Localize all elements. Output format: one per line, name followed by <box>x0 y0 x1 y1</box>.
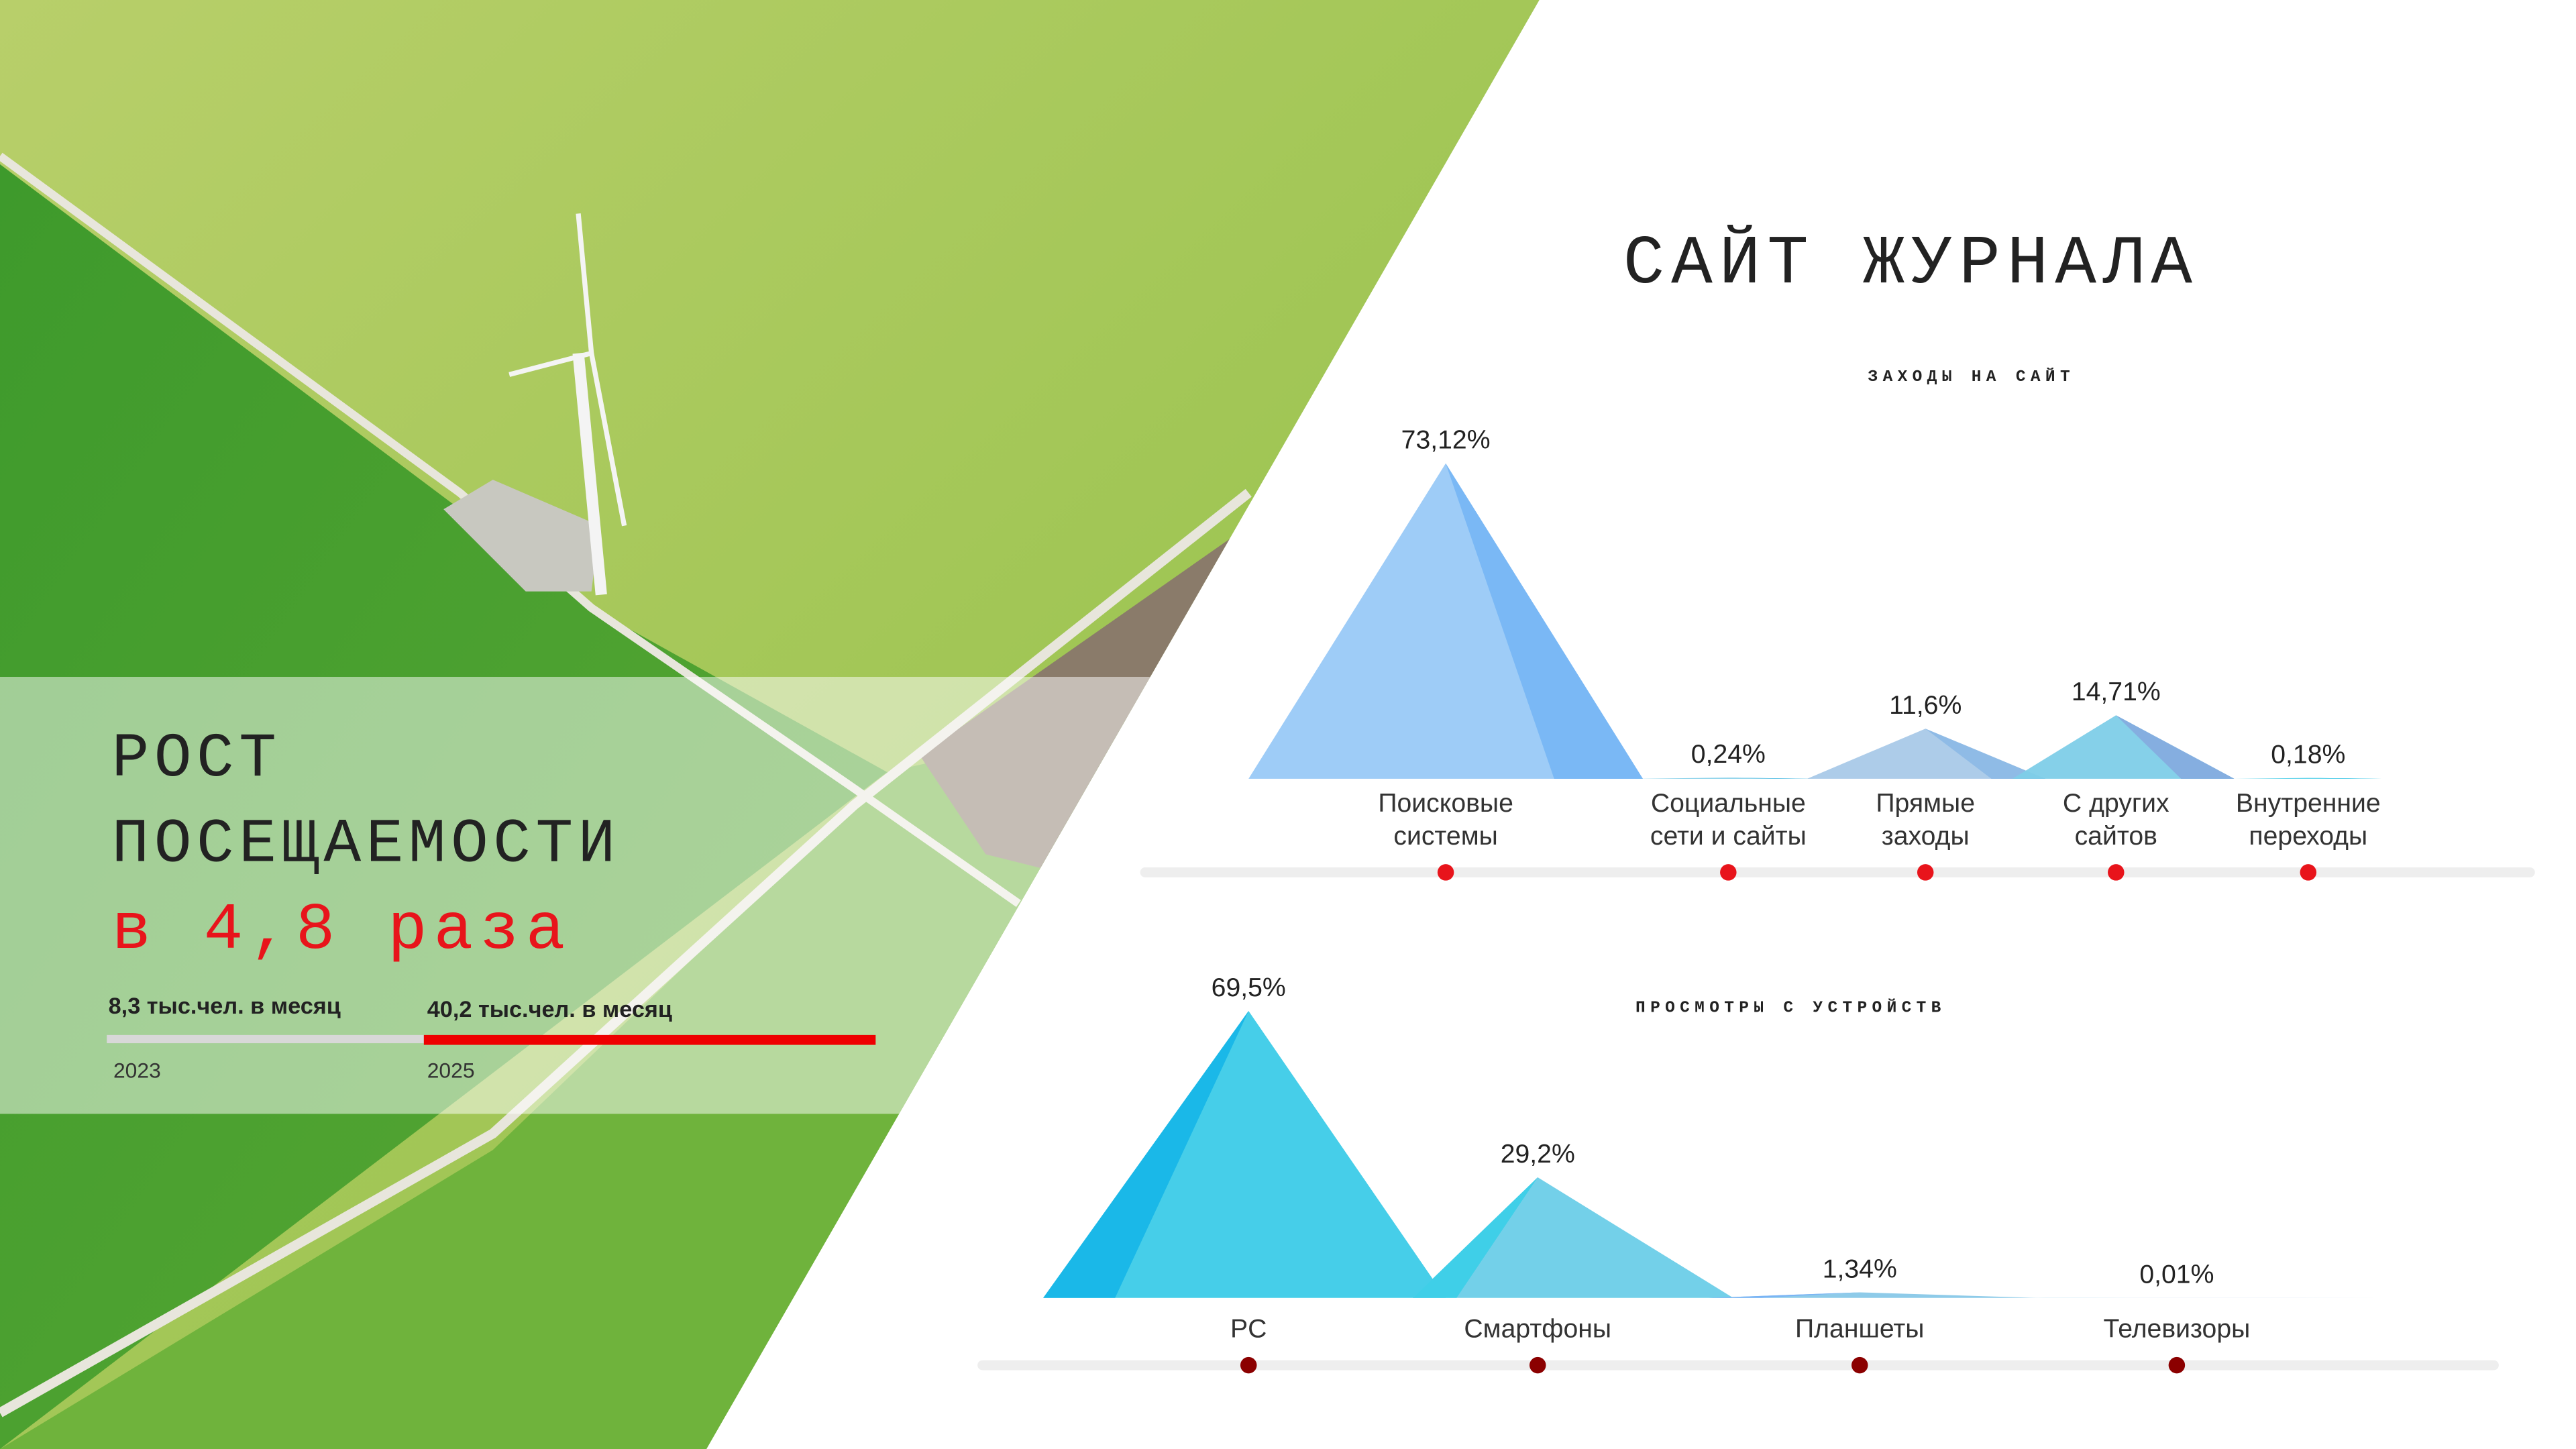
category-label: Телевизоры <box>2103 1314 2250 1343</box>
category-dot <box>1438 864 1454 880</box>
after-label: 40,2 тыс.чел. в месяц <box>427 997 672 1022</box>
page-title: САЙТ ЖУРНАЛА <box>1623 225 2199 303</box>
after-year: 2025 <box>427 1059 475 1083</box>
category-dot <box>2108 864 2124 880</box>
category-dot <box>1851 1357 1868 1373</box>
category-dot <box>1720 864 1736 880</box>
value-label: 14,71% <box>2072 678 2161 706</box>
growth-highlight: в 4,8 раза <box>112 894 572 968</box>
value-label: 0,01% <box>2139 1260 2214 1289</box>
after-bar <box>424 1035 875 1045</box>
category-dot <box>2300 864 2316 880</box>
slide: РОСТ ПОСЕЩАЕМОСТИ в 4,8 раза 8,3 тыс.чел… <box>0 0 2576 1449</box>
value-label: 69,5% <box>1212 973 1286 1002</box>
page: РОСТ ПОСЕЩАЕМОСТИ в 4,8 раза 8,3 тыс.чел… <box>0 0 2576 1449</box>
category-dot <box>1240 1357 1256 1373</box>
category-dot <box>1917 864 1933 880</box>
category-label: Планшеты <box>1795 1314 1924 1343</box>
before-label: 8,3 тыс.чел. в месяц <box>109 994 341 1019</box>
value-label: 0,18% <box>2271 741 2345 769</box>
value-label: 0,24% <box>1691 740 1766 769</box>
growth-title: ПОСЕЩАЕМОСТИ <box>112 809 621 879</box>
category-dot <box>1529 1357 1546 1373</box>
before-year: 2023 <box>113 1059 161 1083</box>
growth-title: РОСТ <box>112 724 282 794</box>
category-dot <box>2169 1357 2185 1373</box>
value-label: 11,6% <box>1889 691 1962 720</box>
value-label: 1,34% <box>1823 1254 1897 1283</box>
value-label: 73,12% <box>1401 426 1491 455</box>
category-label: PC <box>1230 1314 1267 1343</box>
value-label: 29,2% <box>1501 1140 1575 1169</box>
chart-title: ЗАХОДЫ НА САЙТ <box>1868 368 2075 386</box>
category-label: Смартфоны <box>1464 1314 1611 1343</box>
before-bar <box>107 1035 424 1043</box>
chart-title: ПРОСМОТРЫ С УСТРОЙСТВ <box>1635 999 1946 1018</box>
